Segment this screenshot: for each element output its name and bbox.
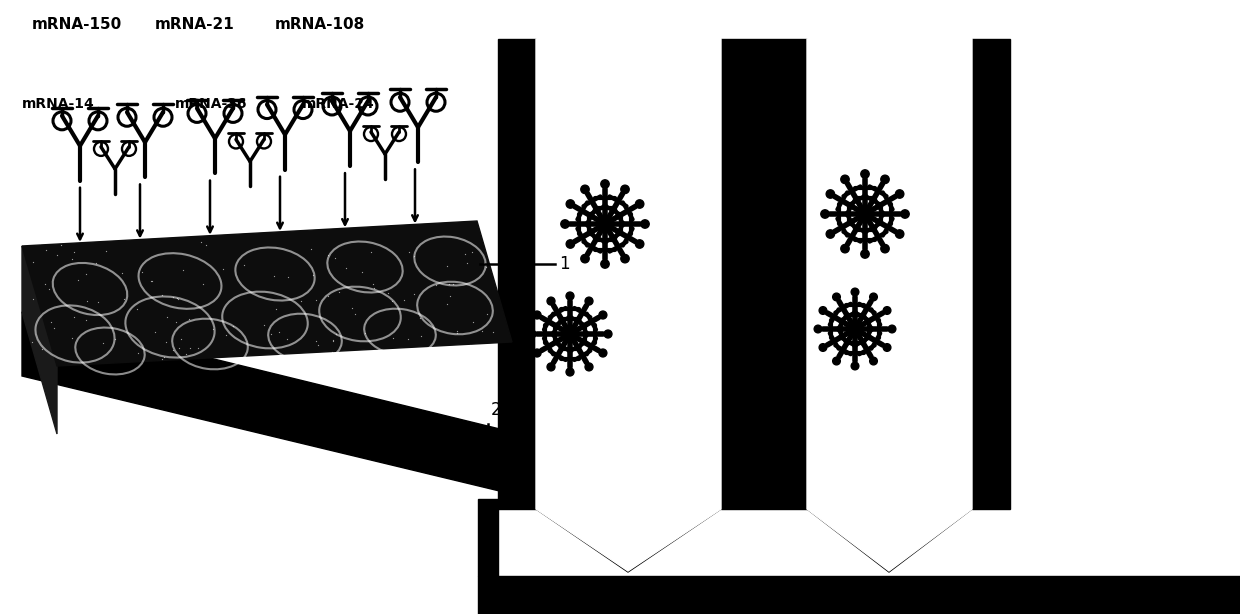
Circle shape [851,288,859,296]
Circle shape [547,297,556,305]
Circle shape [895,230,904,238]
Polygon shape [536,509,720,572]
Text: mRNA-21: mRNA-21 [155,17,234,31]
Circle shape [621,254,629,263]
Text: 2: 2 [491,401,502,419]
Circle shape [560,220,569,228]
Circle shape [880,175,889,184]
Polygon shape [720,39,807,509]
Text: mRNA-36: mRNA-36 [175,97,248,111]
Circle shape [869,357,878,365]
Circle shape [565,329,575,339]
Circle shape [585,363,593,371]
Circle shape [533,311,541,319]
Circle shape [565,292,574,300]
Text: mRNA-150: mRNA-150 [32,17,123,31]
Polygon shape [498,39,536,509]
Polygon shape [22,246,57,434]
Circle shape [869,293,878,301]
Circle shape [567,200,574,208]
Circle shape [841,175,849,184]
Text: 1: 1 [559,255,569,273]
Circle shape [601,180,609,188]
Circle shape [895,190,904,198]
Polygon shape [536,39,720,571]
Circle shape [815,325,822,333]
Circle shape [635,240,644,248]
Polygon shape [807,509,972,572]
Circle shape [883,306,890,314]
Circle shape [528,330,536,338]
Circle shape [833,293,841,301]
Circle shape [567,240,574,248]
Circle shape [888,325,895,333]
Circle shape [580,185,589,193]
Circle shape [585,297,593,305]
Polygon shape [807,39,972,571]
Text: mRNA-24: mRNA-24 [303,97,374,111]
Polygon shape [972,39,1011,509]
Circle shape [533,349,541,357]
Circle shape [547,363,556,371]
Polygon shape [22,312,512,494]
Circle shape [883,344,890,351]
Circle shape [851,362,859,370]
Circle shape [841,244,849,253]
Circle shape [601,260,609,268]
Circle shape [641,220,650,228]
Circle shape [859,209,870,219]
Circle shape [599,349,606,357]
Polygon shape [477,576,1240,614]
Circle shape [820,306,827,314]
Circle shape [621,185,629,193]
Circle shape [599,311,606,319]
Circle shape [635,200,644,208]
Circle shape [565,368,574,376]
Polygon shape [22,221,512,366]
Circle shape [820,344,827,351]
Circle shape [900,210,909,218]
Text: mRNA-108: mRNA-108 [275,17,366,31]
Circle shape [833,357,841,365]
Circle shape [826,190,835,198]
Text: mRNA-14: mRNA-14 [22,97,94,111]
Circle shape [821,210,830,218]
Circle shape [861,170,869,178]
Circle shape [851,324,859,334]
Circle shape [861,250,869,258]
Circle shape [580,254,589,263]
Circle shape [600,219,610,229]
Circle shape [604,330,613,338]
Circle shape [826,230,835,238]
Circle shape [880,244,889,253]
Polygon shape [477,499,498,576]
